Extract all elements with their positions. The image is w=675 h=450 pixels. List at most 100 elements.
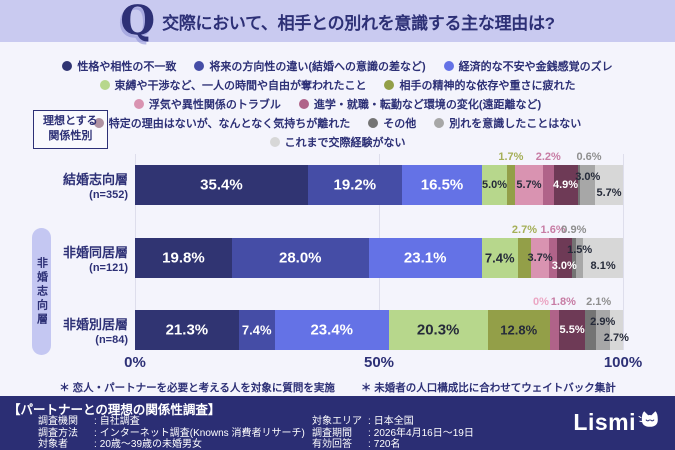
stacked-bar: 35.4% 19.2% 16.5% 5.0% 1.7% 5.7% 2.2% 4.9% 0.6% 3… bbox=[135, 151, 623, 205]
segment-value-label: 3.0% bbox=[551, 260, 577, 272]
category-name: 結婚志向層 bbox=[62, 172, 128, 187]
legend-label: 束縛や干渉など、一人の時間や自由が奪われたこと bbox=[114, 80, 367, 92]
segment-value-label: 16.5% bbox=[420, 176, 464, 194]
survey-info-row: 有効回答:720名 bbox=[312, 439, 474, 450]
category-label: 結婚志向層 (n=352) bbox=[0, 169, 128, 201]
segment-value-label: 20.3% bbox=[416, 321, 460, 339]
bar-segment bbox=[549, 310, 559, 350]
survey-info-value: 20歳〜39歳の未婚男女 bbox=[99, 439, 203, 450]
legend-swatch-icon bbox=[434, 118, 445, 128]
segment-value-label-outside: 2.7% bbox=[511, 224, 538, 236]
segment-value-label: 1.5% bbox=[567, 244, 593, 256]
segment-value-label: 28.0% bbox=[278, 249, 322, 267]
ideal-relationship-note-box: 理想とする 関係性別 bbox=[33, 110, 108, 149]
bar-row: 結婚志向層 (n=352) 35.4% 19.2% 16.5% 5.0% 1.7% 5.7% 2… bbox=[0, 151, 675, 205]
survey-info-row: 対象エリア: 日本全国 bbox=[312, 416, 474, 428]
bar-segment bbox=[542, 165, 554, 205]
bar-segment: 21.3% bbox=[135, 310, 239, 350]
bar-segment: 7.4% bbox=[238, 310, 275, 350]
legend-item: 将来の方向性の違い(結婚への意識の差など) bbox=[194, 58, 426, 74]
x-tick-label: 50% bbox=[363, 354, 395, 371]
segment-value-label: 21.3% bbox=[165, 321, 209, 339]
bar-segment bbox=[517, 238, 532, 278]
survey-info-value: 2026年4月16日〜19日 bbox=[373, 427, 474, 439]
legend-item: 浮気や異性関係のトラブル bbox=[133, 96, 281, 112]
segment-value-label-outside: 0.9% bbox=[561, 224, 587, 236]
survey-info-row: 調査期間:2026年4月16日〜19日 bbox=[312, 428, 474, 440]
legend-label: 浮気や異性関係のトラブル bbox=[148, 99, 281, 111]
bar-row: 非婚同居層 (n=121) 19.8% 28.0% 23.1% 7.4% 2.7% 3.7% 1… bbox=[0, 224, 675, 278]
segment-value-label-outside: 1.8% bbox=[550, 296, 576, 308]
segment-value-label: 12.8% bbox=[500, 322, 538, 338]
category-name: 非婚別居層 bbox=[62, 317, 128, 332]
survey-info-value: 自社調査 bbox=[99, 416, 140, 427]
bar-segment: 8.1% bbox=[583, 238, 623, 278]
bar-segment: 23.1% bbox=[368, 238, 482, 278]
legend-item: これまで交際経験がない bbox=[269, 134, 406, 150]
bar-segment bbox=[549, 238, 557, 278]
legend-item: 進学・就職・転勤など環境の変化(遠距離など) bbox=[298, 96, 541, 112]
segment-value-label: 5.7% bbox=[516, 179, 542, 191]
bar-segment: 12.8% bbox=[487, 310, 550, 350]
category-label: 非婚同居層 (n=121) bbox=[0, 242, 128, 274]
bar-segment: 7.4% bbox=[481, 238, 518, 278]
legend-item: 特定の理由はないが、なんとなく気持ちが離れた bbox=[93, 115, 351, 131]
survey-info-label: 対象者 bbox=[38, 439, 68, 450]
survey-info-box: 【パートナーとの理想の関係性調査】 調査機関: 自社調査 調査方法: インターネット調… bbox=[0, 396, 675, 450]
segment-value-label: 4.9% bbox=[553, 179, 579, 191]
segment-value-label-outside: 0.6% bbox=[576, 151, 602, 163]
bar-segment bbox=[577, 165, 581, 205]
bar-segment: 3.0% bbox=[575, 165, 600, 205]
bar-segment: 19.2% bbox=[307, 165, 402, 205]
segment-value-label: 5.7% bbox=[596, 187, 622, 199]
legend-swatch-icon bbox=[269, 137, 280, 147]
segment-value-label-outside: 1.6% bbox=[540, 224, 566, 236]
legend-item: 別れを意識したことはない bbox=[434, 115, 581, 131]
category-label: 非婚別居層 (n=84) bbox=[0, 314, 128, 346]
segment-value-label: 8.1% bbox=[590, 260, 616, 272]
legend-item: 経済的な不安や金銭感覚のズレ bbox=[443, 58, 613, 74]
x-tick-label: 0% bbox=[124, 354, 146, 371]
segment-value-label: 2.7% bbox=[603, 332, 629, 344]
category-sample-size: (n=84) bbox=[95, 334, 128, 346]
segment-value-label: 35.4% bbox=[200, 176, 243, 194]
survey-info-value: 日本全国 bbox=[373, 416, 414, 427]
survey-info-row: 調査機関: 自社調査 bbox=[38, 416, 305, 428]
legend-label: 別れを意識したことはない bbox=[449, 118, 582, 130]
legend-swatch-icon bbox=[133, 99, 144, 109]
note-line-1: 理想とする bbox=[43, 115, 98, 127]
legend-label: 将来の方向性の違い(結婚への意識の差など) bbox=[209, 61, 426, 73]
survey-info-colon: : bbox=[368, 416, 371, 427]
legend-label: 特定の理由はないが、なんとなく気持ちが離れた bbox=[108, 118, 351, 130]
legend-item: 相手の精神的な依存や重さに疲れた bbox=[384, 77, 575, 93]
segment-value-label: 23.1% bbox=[403, 249, 447, 267]
bar-segment: 5.7% bbox=[515, 165, 543, 205]
legend-row: 束縛や干渉など、一人の時間や自由が奪われたこと 相手の精神的な依存や重さに疲れた bbox=[0, 77, 675, 93]
segment-value-label-outside: 2.1% bbox=[586, 296, 612, 308]
segment-value-label: 2.9% bbox=[590, 316, 616, 328]
legend-label: 経済的な不安や金銭感覚のズレ bbox=[458, 61, 613, 73]
legend-swatch-icon bbox=[384, 80, 395, 90]
bar-segment: 3.7% bbox=[528, 238, 553, 278]
footnote: ＊ 未婚者の人口構成比に合わせてウェイトバック集計 bbox=[360, 382, 616, 394]
legend-row: これまで交際経験がない bbox=[0, 134, 675, 150]
legend-row: 浮気や異性関係のトラブル 進学・就職・転勤など環境の変化(遠距離など) bbox=[0, 96, 675, 112]
logo-text: Lismi bbox=[573, 409, 636, 435]
bar-segment: 28.0% bbox=[231, 238, 369, 278]
segment-value-label: 7.4% bbox=[241, 322, 272, 338]
survey-col-right: 対象エリア: 日本全国 調査期間:2026年4月16日〜19日 有効回答:720名 bbox=[312, 416, 474, 450]
survey-title: 【パートナーとの理想の関係性調査】 bbox=[8, 403, 221, 417]
bar-segment: 3.0% bbox=[552, 238, 577, 278]
category-name: 非婚同居層 bbox=[62, 245, 128, 260]
footnotes: ＊ 恋人・パートナーを必要と考える人を対象に質問を実施 ＊ 未婚者の人口構成比に合… bbox=[0, 380, 675, 395]
survey-info-label: 調査機関 bbox=[38, 416, 78, 427]
segment-value-label: 3.0% bbox=[575, 171, 601, 183]
bar-segment: 2.7% bbox=[604, 310, 629, 350]
bar-segment: 23.4% bbox=[274, 310, 389, 350]
bar-segment: 5.0% bbox=[482, 165, 507, 205]
survey-info-colon: : bbox=[94, 427, 97, 439]
legend-item: その他 bbox=[368, 115, 416, 131]
bar-segment: 5.5% bbox=[558, 310, 586, 350]
survey-info-row: 調査方法: インターネット調査(Knowns 消費者リサーチ) bbox=[38, 428, 305, 440]
segment-value-label: 5.5% bbox=[559, 324, 585, 336]
